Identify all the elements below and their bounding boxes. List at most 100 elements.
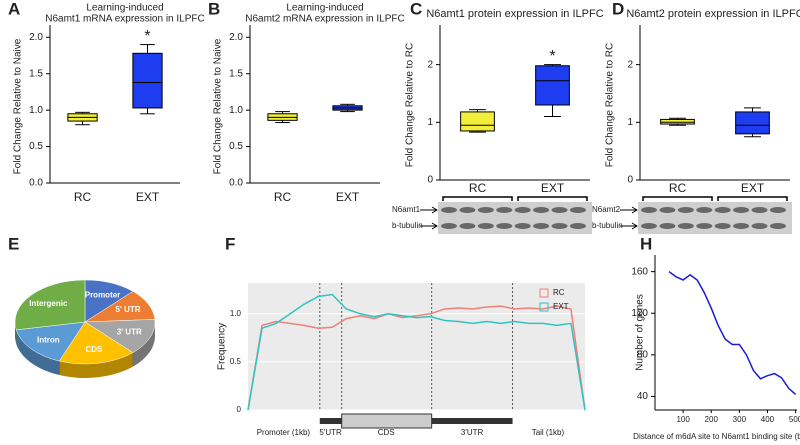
band	[751, 223, 768, 229]
band	[569, 223, 586, 229]
band	[733, 223, 750, 229]
y-tick-label: 1.0	[229, 105, 243, 116]
slice-label: CDS	[85, 345, 103, 354]
band	[696, 223, 713, 229]
y-axis-label: Fold Change Relative to RC	[605, 43, 616, 168]
bracket	[442, 196, 513, 201]
x-tick-label: 200	[705, 415, 719, 424]
blot	[638, 202, 792, 234]
x-tick-label: 500	[789, 415, 800, 424]
band	[477, 223, 494, 229]
chart-title: Learning-induced	[286, 3, 363, 14]
y-tick-label: 1.5	[229, 68, 243, 79]
band	[551, 223, 568, 229]
region-label: 5'UTR	[319, 428, 342, 437]
y-tick-label: 2.0	[229, 32, 243, 43]
y-tick-label: 2	[627, 59, 633, 70]
y-axis-label: Fold Change Relative to Naive	[213, 38, 224, 174]
pie-slice	[84, 319, 156, 353]
band	[477, 207, 494, 213]
band	[677, 223, 694, 229]
y-tick-label: 2.0	[29, 32, 43, 43]
pie-slice	[15, 321, 86, 362]
pie-slice	[58, 321, 134, 365]
y-tick-label: 1.5	[29, 68, 43, 79]
band	[459, 207, 476, 213]
chart-subtitle: N6amt1 mRNA expression in ILPFC	[45, 14, 205, 25]
y-tick-label: 0.5	[230, 357, 242, 366]
band	[496, 207, 513, 213]
y-tick-label: 2	[427, 59, 433, 70]
slice-label: Intron	[37, 335, 60, 344]
x-tick-label: 400	[761, 415, 775, 424]
chart-title: Learning-induced	[86, 3, 163, 14]
band	[659, 223, 676, 229]
band	[733, 207, 750, 213]
x-tick-label: EXT	[741, 181, 765, 195]
y-axis-label: Fold Change Relative to Naive	[13, 38, 24, 174]
pie-slice	[14, 279, 86, 331]
y-tick-label: 1.0	[230, 309, 242, 318]
line-series	[247, 305, 586, 411]
region-label: 3'UTR	[461, 428, 484, 437]
box	[660, 118, 695, 125]
line-series	[247, 293, 586, 411]
arrow	[620, 222, 638, 230]
y-tick-label: 0	[237, 405, 242, 414]
y-tick-label: 80	[637, 350, 649, 361]
slice-label: Promoter	[85, 291, 121, 300]
x-tick-label: RC	[469, 181, 487, 195]
y-tick-label: 0	[627, 175, 633, 186]
band	[714, 223, 731, 229]
panel-letter: D	[612, 0, 624, 18]
y-tick-label: 40	[637, 391, 649, 402]
x-tick-label: EXT	[336, 190, 360, 204]
region-label: Tail (1kb)	[532, 428, 565, 437]
chart-title: N6amt1 protein expression in ILPFC	[426, 8, 603, 20]
panel-letter: B	[208, 0, 220, 18]
bracket	[517, 196, 588, 201]
chart-subtitle: N6amt2 mRNA expression in ILPFC	[245, 14, 405, 25]
arrow	[620, 206, 638, 214]
line-series	[668, 271, 797, 395]
slice-label: Intergenic	[29, 299, 68, 308]
significance: *	[144, 28, 150, 45]
band	[641, 223, 657, 229]
y-tick-label: 120	[631, 308, 648, 319]
y-tick-label: 1.0	[29, 105, 43, 116]
band	[751, 207, 768, 213]
x-tick-label: EXT	[541, 181, 565, 195]
blot-label: b-tubulin	[592, 221, 623, 230]
bracket	[717, 196, 788, 201]
legend-label: EXT	[553, 302, 569, 311]
blot-label: N6amt1	[392, 205, 421, 214]
x-tick-label: 300	[733, 415, 747, 424]
band	[769, 223, 786, 229]
x-tick-label: RC	[274, 190, 292, 204]
band	[514, 223, 531, 229]
x-tick-label: RC	[74, 190, 92, 204]
band	[533, 207, 550, 213]
band	[641, 207, 657, 213]
y-tick-label: 0.5	[29, 141, 43, 152]
band	[441, 207, 457, 213]
panel-letter: H	[640, 234, 652, 253]
box	[535, 65, 570, 106]
arrow	[420, 222, 438, 230]
box	[735, 111, 770, 135]
x-tick-label: EXT	[136, 190, 160, 204]
y-tick-label: 160	[631, 266, 648, 277]
y-axis-label: Number of genes	[635, 294, 646, 371]
blot-label: b-tubulin	[392, 221, 423, 230]
x-axis-label: Distance of m6dA site to N6amt1 binding …	[633, 432, 800, 441]
slice-label: 3' UTR	[117, 328, 142, 337]
legend-swatch	[539, 302, 549, 312]
panel-letter: F	[225, 234, 235, 253]
arrow	[420, 206, 438, 214]
band	[496, 223, 513, 229]
legend-swatch	[539, 288, 549, 298]
blot-label: N6amt2	[592, 205, 621, 214]
band	[714, 207, 731, 213]
